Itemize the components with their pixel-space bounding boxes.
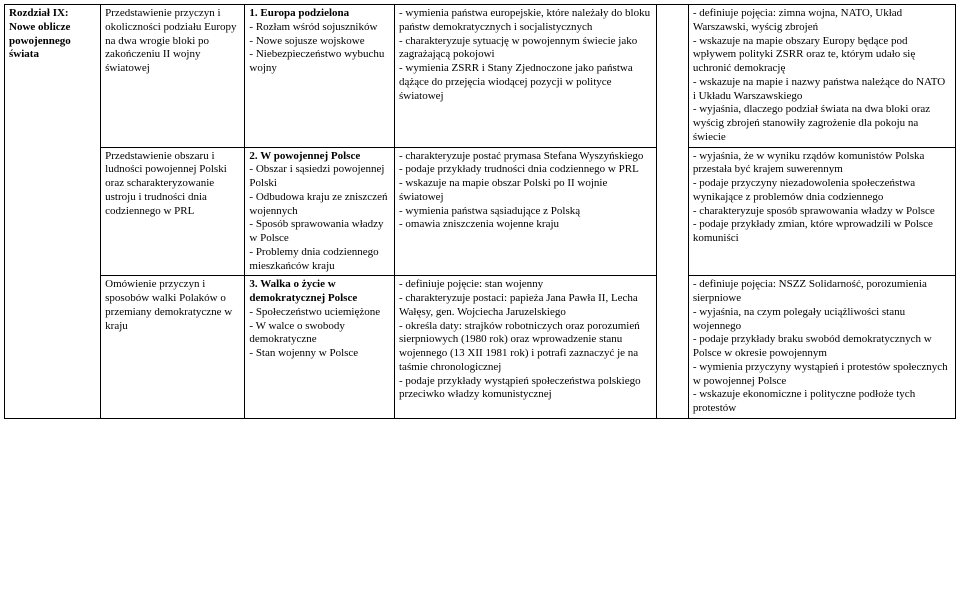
subject-points: - Obszar i sąsiedzi powojennej Polski- O… [249,163,387,271]
curriculum-table: Rozdział IX:Nowe oblicze powojennego świ… [4,4,956,419]
table-row: Omówienie przyczyn i sposobów walki Pola… [5,276,956,419]
chapter-heading: Rozdział IX:Nowe oblicze powojennego świ… [5,5,101,419]
cell-blank [656,5,688,419]
subject-title: 2. W powojennej Polsce [249,150,360,162]
cell-basic-req: - wymienia państwa europejskie, które na… [395,5,657,148]
cell-ext-req: - definiuje pojęcia: zimna wojna, NATO, … [688,5,955,148]
cell-ext-req: - wyjaśnia, że w wyniku rządów komunistó… [688,147,955,276]
subject-points: - Rozłam wśród sojuszników- Nowe sojusze… [249,21,384,74]
subject-title: 3. Walka o życie w demokratycznej Polsce [249,278,357,304]
cell-ext-req: - definiuje pojęcia: NSZZ Solidarność, p… [688,276,955,419]
subject-title: 1. Europa podzielona [249,7,349,19]
cell-subject: 1. Europa podzielona - Rozłam wśród soju… [245,5,395,148]
cell-basic-req: - charakteryzuje postać prymasa Stefana … [395,147,657,276]
cell-subject: 2. W powojennej Polsce - Obszar i sąsied… [245,147,395,276]
chapter-title: Rozdział IX:Nowe oblicze powojennego świ… [9,7,71,60]
table-row: Rozdział IX:Nowe oblicze powojennego świ… [5,5,956,148]
cell-topic: Omówienie przyczyn i sposobów walki Pola… [101,276,245,419]
cell-basic-req: - definiuje pojęcie: stan wojenny- chara… [395,276,657,419]
table-row: Przedstawienie obszaru i ludności powoje… [5,147,956,276]
cell-subject: 3. Walka o życie w demokratycznej Polsce… [245,276,395,419]
cell-topic: Przedstawienie przyczyn i okoliczności p… [101,5,245,148]
cell-topic: Przedstawienie obszaru i ludności powoje… [101,147,245,276]
subject-points: - Społeczeństwo uciemiężone- W walce o s… [249,306,380,359]
